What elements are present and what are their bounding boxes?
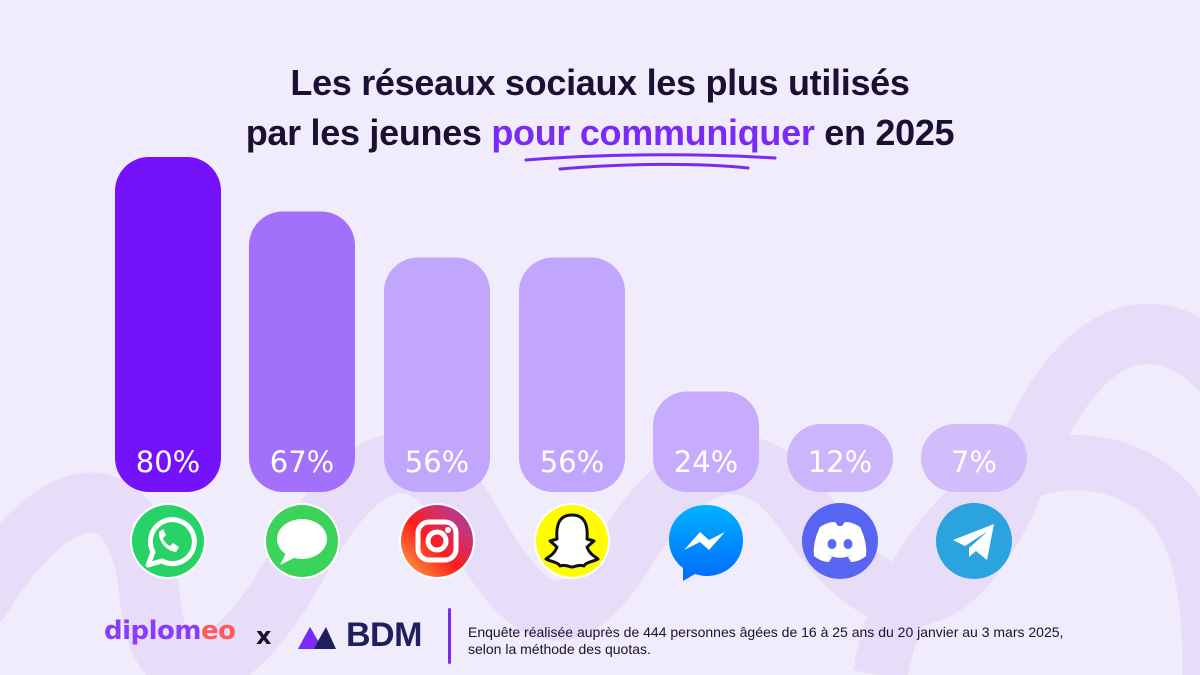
survey-note: Enquête réalisée auprès de 444 personnes… [468,624,1108,658]
bar-label-messages: 67% [270,445,334,479]
bdm-logo-text: BDM [346,616,422,654]
partnership-cross: x [256,622,272,650]
bar-messenger [653,391,759,492]
diplomeo-logo: diplomeo [104,616,236,646]
title-line-1: Les réseaux sociaux les plus utilisés [290,62,910,103]
title-line-2: par les jeunes pour communiquer en 2025 [0,108,1200,158]
diplomeo-logo-end: eo [201,616,236,646]
telegram-icon [936,503,1012,579]
title-underline [524,153,777,171]
footer-divider [448,608,451,664]
instagram-icon [399,503,475,579]
survey-note-line-2: selon la méthode des quotas. [468,641,651,657]
bar-messages [249,211,355,492]
bar-label-messenger: 24% [674,445,738,479]
bar-label-instagram: 56% [405,445,469,479]
bar-label-whatsapp: 80% [136,445,200,479]
messenger-icon [669,505,743,581]
snapchat-icon [534,503,610,579]
whatsapp-icon [130,503,206,579]
diplomeo-logo-main: diplom [104,616,202,646]
bar-discord [787,424,893,492]
messages-icon [264,503,340,579]
bar-snapchat [519,257,625,492]
bar-telegram [921,424,1027,492]
chart-title: Les réseaux sociaux les plus utilisés pa… [0,58,1200,158]
title-line-2-prefix: par les jeunes [245,112,492,153]
bdm-mark-icon [298,626,336,649]
discord-icon [802,503,878,579]
bar-instagram [384,257,490,492]
bar-label-snapchat: 56% [540,445,604,479]
bar-label-telegram: 7% [951,445,997,479]
title-accent: pour communiquer [491,112,815,153]
bar-label-discord: 12% [808,445,872,479]
bdm-logo: BDM [296,616,422,655]
survey-note-line-1: Enquête réalisée auprès de 444 personnes… [468,624,1064,640]
title-line-2-suffix: en 2025 [814,112,955,153]
bar-whatsapp [115,157,221,492]
bar-chart: 80% 67% 56% 56% 24% 12% 7% [115,157,1027,581]
